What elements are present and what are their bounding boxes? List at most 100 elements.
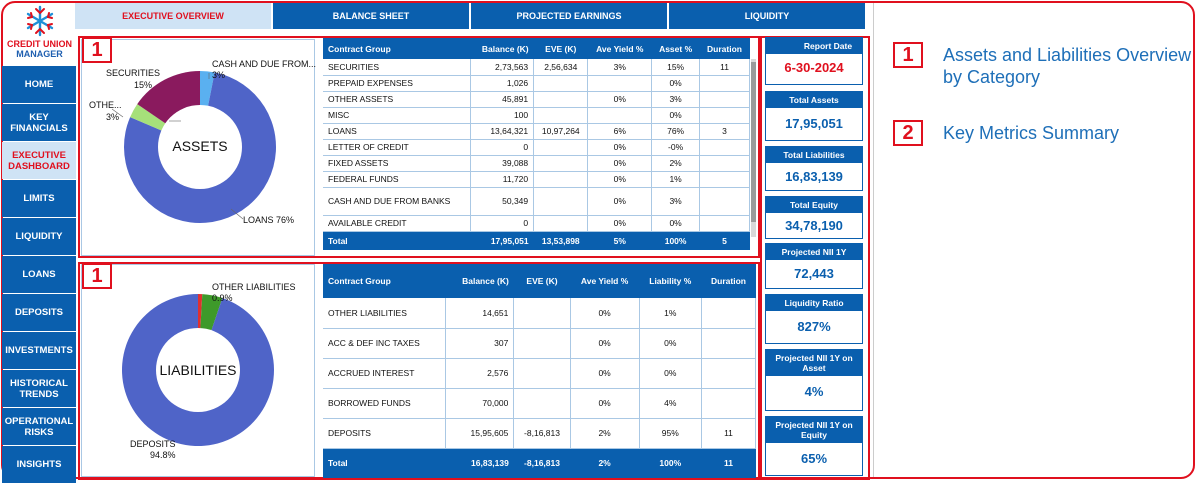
nav-insights[interactable]: INSIGHTS (2, 446, 76, 483)
table-cell: MISC (323, 107, 472, 124)
table-cell: CASH AND DUE FROM BANKS (323, 187, 472, 216)
table-row[interactable]: OTHER ASSETS 45,891 0% 3% (323, 91, 750, 108)
table-cell (701, 388, 756, 419)
col-liability-pct[interactable]: Liability % (639, 264, 702, 298)
assets-table-scroll-thumb[interactable] (751, 62, 756, 222)
table-cell (533, 139, 589, 156)
nav-operational-risks[interactable]: OPERATIONAL RISKS (2, 408, 76, 445)
logo-line1: CREDIT UNION (7, 39, 72, 49)
metric-label: Total Liabilities (766, 147, 862, 163)
metric-label: Projected NII 1Y (766, 244, 862, 260)
metric-value: 6-30-2024 (784, 60, 844, 75)
table-cell: 6% (587, 123, 653, 140)
metric-projected-nii: Projected NII 1Y 72,443 (765, 243, 863, 289)
table-cell: -8,16,813 (513, 418, 571, 449)
col-eve[interactable]: EVE (K) (533, 38, 588, 59)
table-row[interactable]: DEPOSITS 15,95,605 -8,16,813 2% 95% 11 (323, 418, 756, 449)
nav-deposits[interactable]: DEPOSITS (2, 294, 76, 331)
table-row[interactable]: PREPAID EXPENSES 1,026 0% (323, 75, 750, 92)
table-cell: PREPAID EXPENSES (323, 75, 472, 92)
table-cell: LOANS (323, 123, 472, 140)
table-row[interactable]: OTHER LIABILITIES 14,651 0% 1% (323, 298, 756, 329)
metric-value: 17,95,051 (785, 116, 843, 131)
table-cell: 0% (570, 388, 640, 419)
table-cell (701, 298, 756, 329)
col-duration[interactable]: Duration (701, 264, 756, 298)
table-row[interactable]: AVAILABLE CREDIT 0 0% 0% (323, 215, 750, 232)
nav-historical-trends[interactable]: HISTORICAL TRENDS (2, 370, 76, 407)
nav-home[interactable]: HOME (2, 66, 76, 103)
table-cell: 39,088 (470, 155, 535, 172)
table-row[interactable]: MISC 100 0% (323, 107, 750, 124)
col-duration[interactable]: Duration (699, 38, 750, 59)
nav-limits[interactable]: LIMITS (2, 180, 76, 217)
col-eve[interactable]: EVE (K) (513, 264, 571, 298)
col-balance[interactable]: Balance (K) (445, 264, 514, 298)
table-cell: 4% (639, 388, 703, 419)
table-cell: 0 (470, 139, 535, 156)
nav-key-financials[interactable]: KEY FINANCIALS (2, 104, 76, 141)
liabilities-donut-chart: LIABILITIES (121, 294, 274, 446)
table-cell (533, 91, 589, 108)
table-cell: 11,720 (470, 171, 535, 188)
sidebar-nav: HOME KEY FINANCIALS EXECUTIVE DASHBOARD … (2, 66, 76, 484)
table-row[interactable]: ACC & DEF INC TAXES 307 0% 0% (323, 328, 756, 359)
snowflake-logo-icon (26, 5, 53, 37)
col-balance[interactable]: Balance (K) (470, 38, 534, 59)
col-ave-yield[interactable]: Ave Yield % (587, 38, 652, 59)
table-cell: 0% (587, 91, 653, 108)
table-cell (701, 328, 756, 359)
table-row[interactable]: FIXED ASSETS 39,088 0% 2% (323, 155, 750, 172)
table-cell (533, 171, 589, 188)
tab-liquidity[interactable]: LIQUIDITY (669, 3, 865, 29)
nav-executive-dashboard[interactable]: EXECUTIVE DASHBOARD (2, 142, 76, 179)
liabilities-table: Contract Group Balance (K) EVE (K) Ave Y… (323, 264, 756, 478)
logo: CREDIT UNION MANAGER (4, 4, 75, 66)
table-cell: 13,64,321 (470, 123, 535, 140)
table-cell: 76% (651, 123, 701, 140)
label-other-liabilities: OTHER LIABILITIES (212, 282, 296, 292)
col-ave-yield[interactable]: Ave Yield % (570, 264, 640, 298)
table-cell: 50,349 (470, 187, 535, 216)
metric-label: Total Assets (766, 92, 862, 108)
table-cell (513, 388, 571, 419)
table-cell: 2,576 (445, 358, 515, 389)
table-row[interactable]: FEDERAL FUNDS 11,720 0% 1% (323, 171, 750, 188)
total-cell: 100% (639, 448, 702, 478)
metric-value: 16,83,139 (785, 169, 843, 184)
table-cell: OTHER LIABILITIES (323, 298, 447, 329)
tab-executive-overview[interactable]: EXECUTIVE OVERVIEW (75, 3, 271, 29)
table-cell: 1% (639, 298, 703, 329)
col-contract-group[interactable]: Contract Group (323, 264, 446, 298)
table-row[interactable]: BORROWED FUNDS 70,000 0% 4% (323, 388, 756, 419)
col-asset-pct[interactable]: Asset % (651, 38, 700, 59)
tab-balance-sheet[interactable]: BALANCE SHEET (273, 3, 469, 29)
table-row[interactable]: CASH AND DUE FROM BANKS 50,349 0% 3% (323, 187, 750, 216)
table-row[interactable]: SECURITIES 2,73,563 2,56,634 3% 15% 11 (323, 59, 750, 76)
nav-loans[interactable]: LOANS (2, 256, 76, 293)
table-cell: 3% (651, 91, 701, 108)
badge-liabilities: 1 (82, 263, 112, 289)
nav-liquidity[interactable]: LIQUIDITY (2, 218, 76, 255)
table-cell (533, 107, 589, 124)
liabilities-table-header: Contract Group Balance (K) EVE (K) Ave Y… (323, 264, 756, 298)
table-cell: 15,95,605 (445, 418, 515, 449)
assets-donut-hole (158, 105, 242, 189)
table-cell: 0% (651, 107, 701, 124)
col-contract-group[interactable]: Contract Group (323, 38, 471, 59)
table-cell (699, 139, 750, 156)
table-row[interactable]: LOANS 13,64,321 10,97,264 6% 76% 3 (323, 123, 750, 140)
table-cell (587, 107, 653, 124)
table-row[interactable]: LETTER OF CREDIT 0 0% -0% (323, 139, 750, 156)
tab-projected-earnings[interactable]: PROJECTED EARNINGS (471, 3, 667, 29)
table-row[interactable]: ACCRUED INTEREST 2,576 0% 0% (323, 358, 756, 389)
table-cell: 0% (587, 139, 653, 156)
nav-investments[interactable]: INVESTMENTS (2, 332, 76, 369)
table-cell: 2% (570, 418, 640, 449)
total-cell: 13,53,898 (533, 231, 588, 250)
total-cell: 5% (587, 231, 652, 250)
vertical-divider (873, 3, 874, 477)
total-cell: 5 (699, 231, 750, 250)
table-cell (699, 75, 750, 92)
table-cell (533, 155, 589, 172)
